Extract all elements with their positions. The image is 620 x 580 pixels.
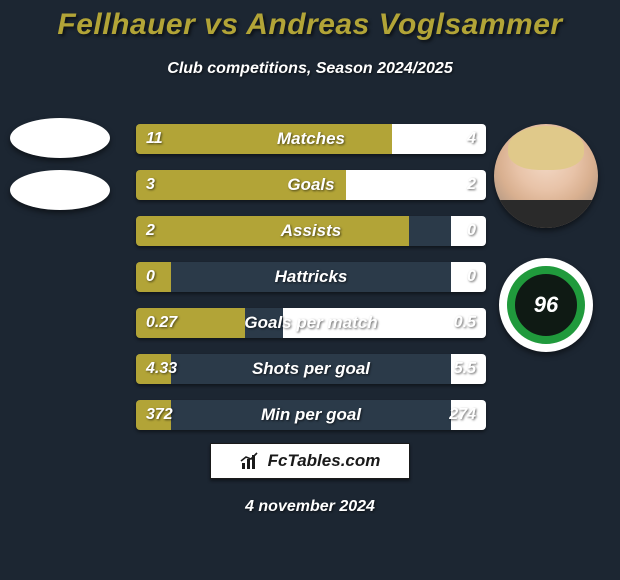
- stat-row: 0.270.5Goals per match: [136, 308, 486, 338]
- page-title: Fellhauer vs Andreas Voglsammer: [0, 8, 620, 42]
- date-text: 4 november 2024: [0, 498, 620, 516]
- subtitle: Club competitions, Season 2024/2025: [0, 60, 620, 78]
- stat-row: 32Goals: [136, 170, 486, 200]
- player1-avatar-placeholder: [10, 118, 110, 158]
- stat-label: Min per goal: [136, 400, 486, 430]
- comparison-card: Fellhauer vs Andreas Voglsammer Club com…: [0, 0, 620, 580]
- stat-label: Matches: [136, 124, 486, 154]
- brand-badge[interactable]: FcTables.com: [210, 443, 410, 479]
- stat-label: Shots per goal: [136, 354, 486, 384]
- club-logo-text: 96: [534, 292, 558, 318]
- stat-label: Assists: [136, 216, 486, 246]
- stats-list: 114Matches 32Goals 20Assists 00Hattricks 0.2…: [136, 124, 486, 446]
- stat-row: 00Hattricks: [136, 262, 486, 292]
- stat-row: 114Matches: [136, 124, 486, 154]
- stat-label: Goals: [136, 170, 486, 200]
- brand-text: FcTables.com: [268, 451, 381, 471]
- stat-label: Hattricks: [136, 262, 486, 292]
- player2-avatar: [494, 124, 598, 228]
- stat-row: 20Assists: [136, 216, 486, 246]
- stat-label: Goals per match: [136, 308, 486, 338]
- player1-club-placeholder: [10, 170, 110, 210]
- club-logo-ring: 96: [507, 266, 585, 344]
- brand-chart-icon: [240, 451, 262, 471]
- player2-club-logo: 96: [499, 258, 593, 352]
- stat-row: 372274Min per goal: [136, 400, 486, 430]
- stat-row: 4.335.5Shots per goal: [136, 354, 486, 384]
